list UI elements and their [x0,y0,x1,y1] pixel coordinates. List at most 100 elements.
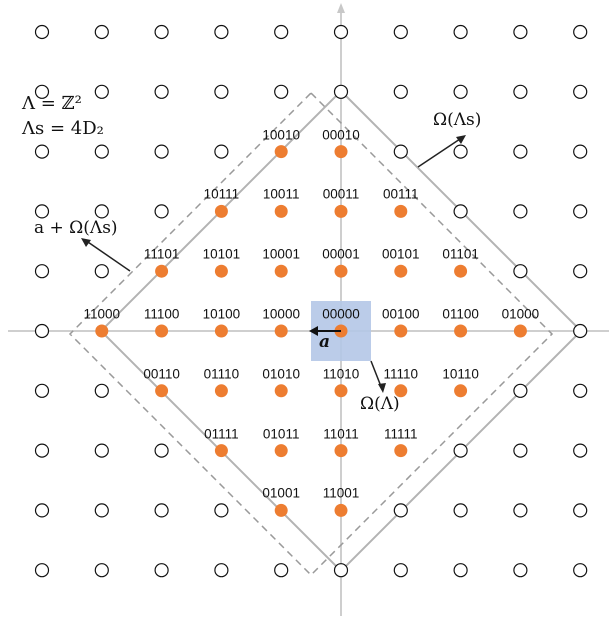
codeword-label: 10000 [262,306,300,322]
codeword-label: 11110 [383,366,419,382]
lattice-point [34,563,50,578]
annotation-arrows [81,135,466,393]
codeword-points [95,145,527,517]
codeword-label: 10111 [203,186,240,202]
a-plus-omega-pointer-head [81,238,91,247]
omega-lambda-s-label: Ω(Λs) [433,110,482,130]
lattice-point [513,24,528,40]
codeword-point [394,444,408,458]
lattice-point [333,563,349,578]
lattice-point [34,144,50,159]
lattice-point [333,84,349,99]
codeword-label: 01101 [442,246,479,262]
codeword-point [334,264,348,278]
codeword-point [394,384,408,398]
lattice-point [94,563,109,578]
codeword-label: 00101 [382,246,420,262]
codeword-label: 11101 [143,246,180,262]
lattice-point [214,563,229,578]
lattice-point [513,383,528,398]
codeword-point [274,503,288,517]
lattice-point [573,144,588,159]
lattice-point [214,24,229,40]
codeword-label: 00011 [322,186,360,202]
codeword-label: 01110 [203,366,240,382]
lattice-point [513,443,528,458]
codeword-label: 01111 [204,425,239,441]
lattice-point [513,563,528,578]
lattice-point [154,563,169,578]
lattice-point [393,563,408,578]
omega-lambda-s-pointer [417,136,464,168]
lattice-point [34,204,50,219]
codeword-point [274,264,288,278]
omega-lambda-pointer-head [378,383,386,393]
lattice-point [94,443,109,458]
codeword-point [334,444,348,458]
codeword-label: 00000 [322,306,360,322]
codeword-label: 10100 [202,306,241,322]
lattice-point [573,84,588,99]
lattice-point [513,204,528,219]
lattice-point [154,443,169,458]
codeword-label: 11011 [323,425,359,441]
codeword-label: 00110 [143,366,180,382]
lattice-point [573,264,588,279]
lattice-point [333,24,349,40]
codeword-label: 10010 [262,126,300,142]
codeword-point [394,204,408,218]
codeword-label: 10101 [202,246,241,262]
codeword-point [454,384,468,398]
lattice-point [453,24,468,40]
lattice-point [513,264,528,279]
codeword-point [214,444,228,458]
lattice-point [573,563,588,578]
lattice-point [453,84,468,99]
lattice-point [513,84,528,99]
codeword-label: 00111 [383,186,419,202]
codeword-point [334,384,348,398]
codeword-point [334,503,348,517]
codeword-label: 11000 [83,306,121,322]
lattice-point [34,323,50,339]
codeword-label: 01011 [262,425,300,441]
lattice-point [453,503,468,518]
lattice-point [94,84,109,99]
lattice-point [274,563,289,578]
lattice-point [573,204,588,219]
codeword-label: 01001 [262,485,300,501]
codeword-point [155,264,169,278]
lattice-point [34,264,50,279]
lattice-definition: Λ = ℤ² [22,93,82,114]
lattice-point [453,204,468,219]
codeword-point [214,264,228,278]
codeword-label: 00100 [382,306,420,322]
codeword-label: 10011 [262,186,300,202]
codeword-point [513,324,527,338]
lattice-point [393,144,408,159]
lattice-point [214,144,229,159]
omega-lambda-s-pointer-head [456,135,466,144]
lattice-point [214,503,229,518]
codeword-point [214,324,228,338]
lattice-point [573,323,588,339]
codeword-label: 11100 [143,306,180,322]
codeword-label: 10001 [262,246,300,262]
lattice-point [94,503,109,518]
codeword-point [454,324,468,338]
lattice-point [94,144,109,159]
codeword-label: 10110 [442,366,479,382]
codeword-point [95,324,109,338]
codeword-point [274,444,288,458]
codeword-point [155,384,169,398]
codeword-point [394,264,408,278]
lattice-point [453,563,468,578]
lattice-point [453,443,468,458]
codeword-label: 11010 [322,366,360,382]
vector-a-label: a [319,332,331,352]
lattice-point [453,144,468,159]
lattice-point [513,144,528,159]
sublattice-definition: Λs = 4D₂ [22,118,104,139]
lattice-point [214,84,229,99]
